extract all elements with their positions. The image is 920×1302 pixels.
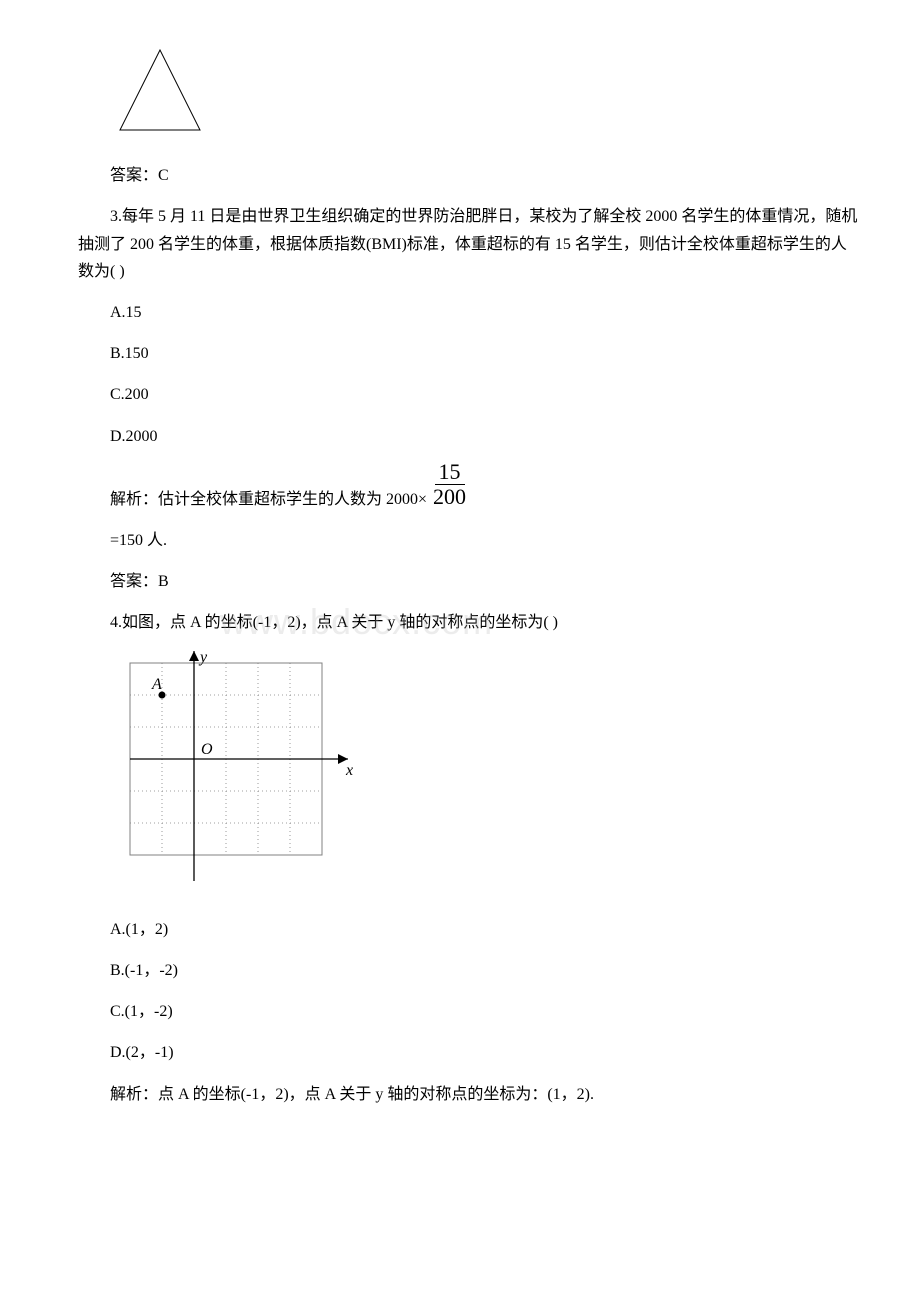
q4-grid-svg: A y x O	[110, 651, 360, 893]
q3-solution-line1: 解析：估计全校体重超标学生的人数为 2000× 15 200	[110, 464, 860, 513]
q3-solution-result: =150 人.	[110, 527, 860, 554]
q3-fraction-num: 15	[435, 460, 465, 485]
y-axis-arrow	[189, 651, 199, 661]
q3-solution-prefix: 解析：估计全校体重超标学生的人数为 2000×	[110, 486, 427, 513]
q4-grid-figure: A y x O	[110, 651, 860, 902]
q3-fraction-den: 200	[429, 485, 470, 509]
q3-option-b: B.150	[110, 340, 860, 367]
label-o: O	[201, 741, 213, 758]
q3-option-d: D.2000	[110, 423, 860, 450]
label-x: x	[345, 762, 353, 779]
q4-option-a: A.(1，2)	[110, 916, 860, 943]
q2-answer: 答案：C	[110, 162, 860, 189]
q2-answer-value: C	[158, 167, 169, 184]
q4-option-c: C.(1，-2)	[110, 998, 860, 1025]
q4-option-b: B.(-1，-2)	[110, 957, 860, 984]
q3-answer-value: B	[158, 573, 169, 590]
q4-text: 4.如图，点 A 的坐标(-1，2)，点 A 关于 y 轴的对称点的坐标为( )	[110, 609, 860, 636]
label-y: y	[198, 651, 208, 666]
q3-text: 3.每年 5 月 11 日是由世界卫生组织确定的世界防治肥胖日，某校为了解全校 …	[78, 203, 860, 285]
q4-option-d: D.(2，-1)	[110, 1039, 860, 1066]
triangle-shape	[120, 50, 200, 130]
triangle-svg	[110, 40, 210, 135]
q3-fraction: 15 200	[429, 460, 470, 509]
q2-answer-label: 答案：	[110, 167, 158, 184]
q4-solution: 解析：点 A 的坐标(-1，2)，点 A 关于 y 轴的对称点的坐标为：(1，2…	[110, 1081, 860, 1108]
triangle-figure	[110, 40, 860, 144]
q3-answer: 答案：B	[110, 568, 860, 595]
q3-option-c: C.200	[110, 381, 860, 408]
q3-option-a: A.15	[110, 299, 860, 326]
label-a: A	[151, 676, 162, 693]
q3-answer-label: 答案：	[110, 573, 158, 590]
